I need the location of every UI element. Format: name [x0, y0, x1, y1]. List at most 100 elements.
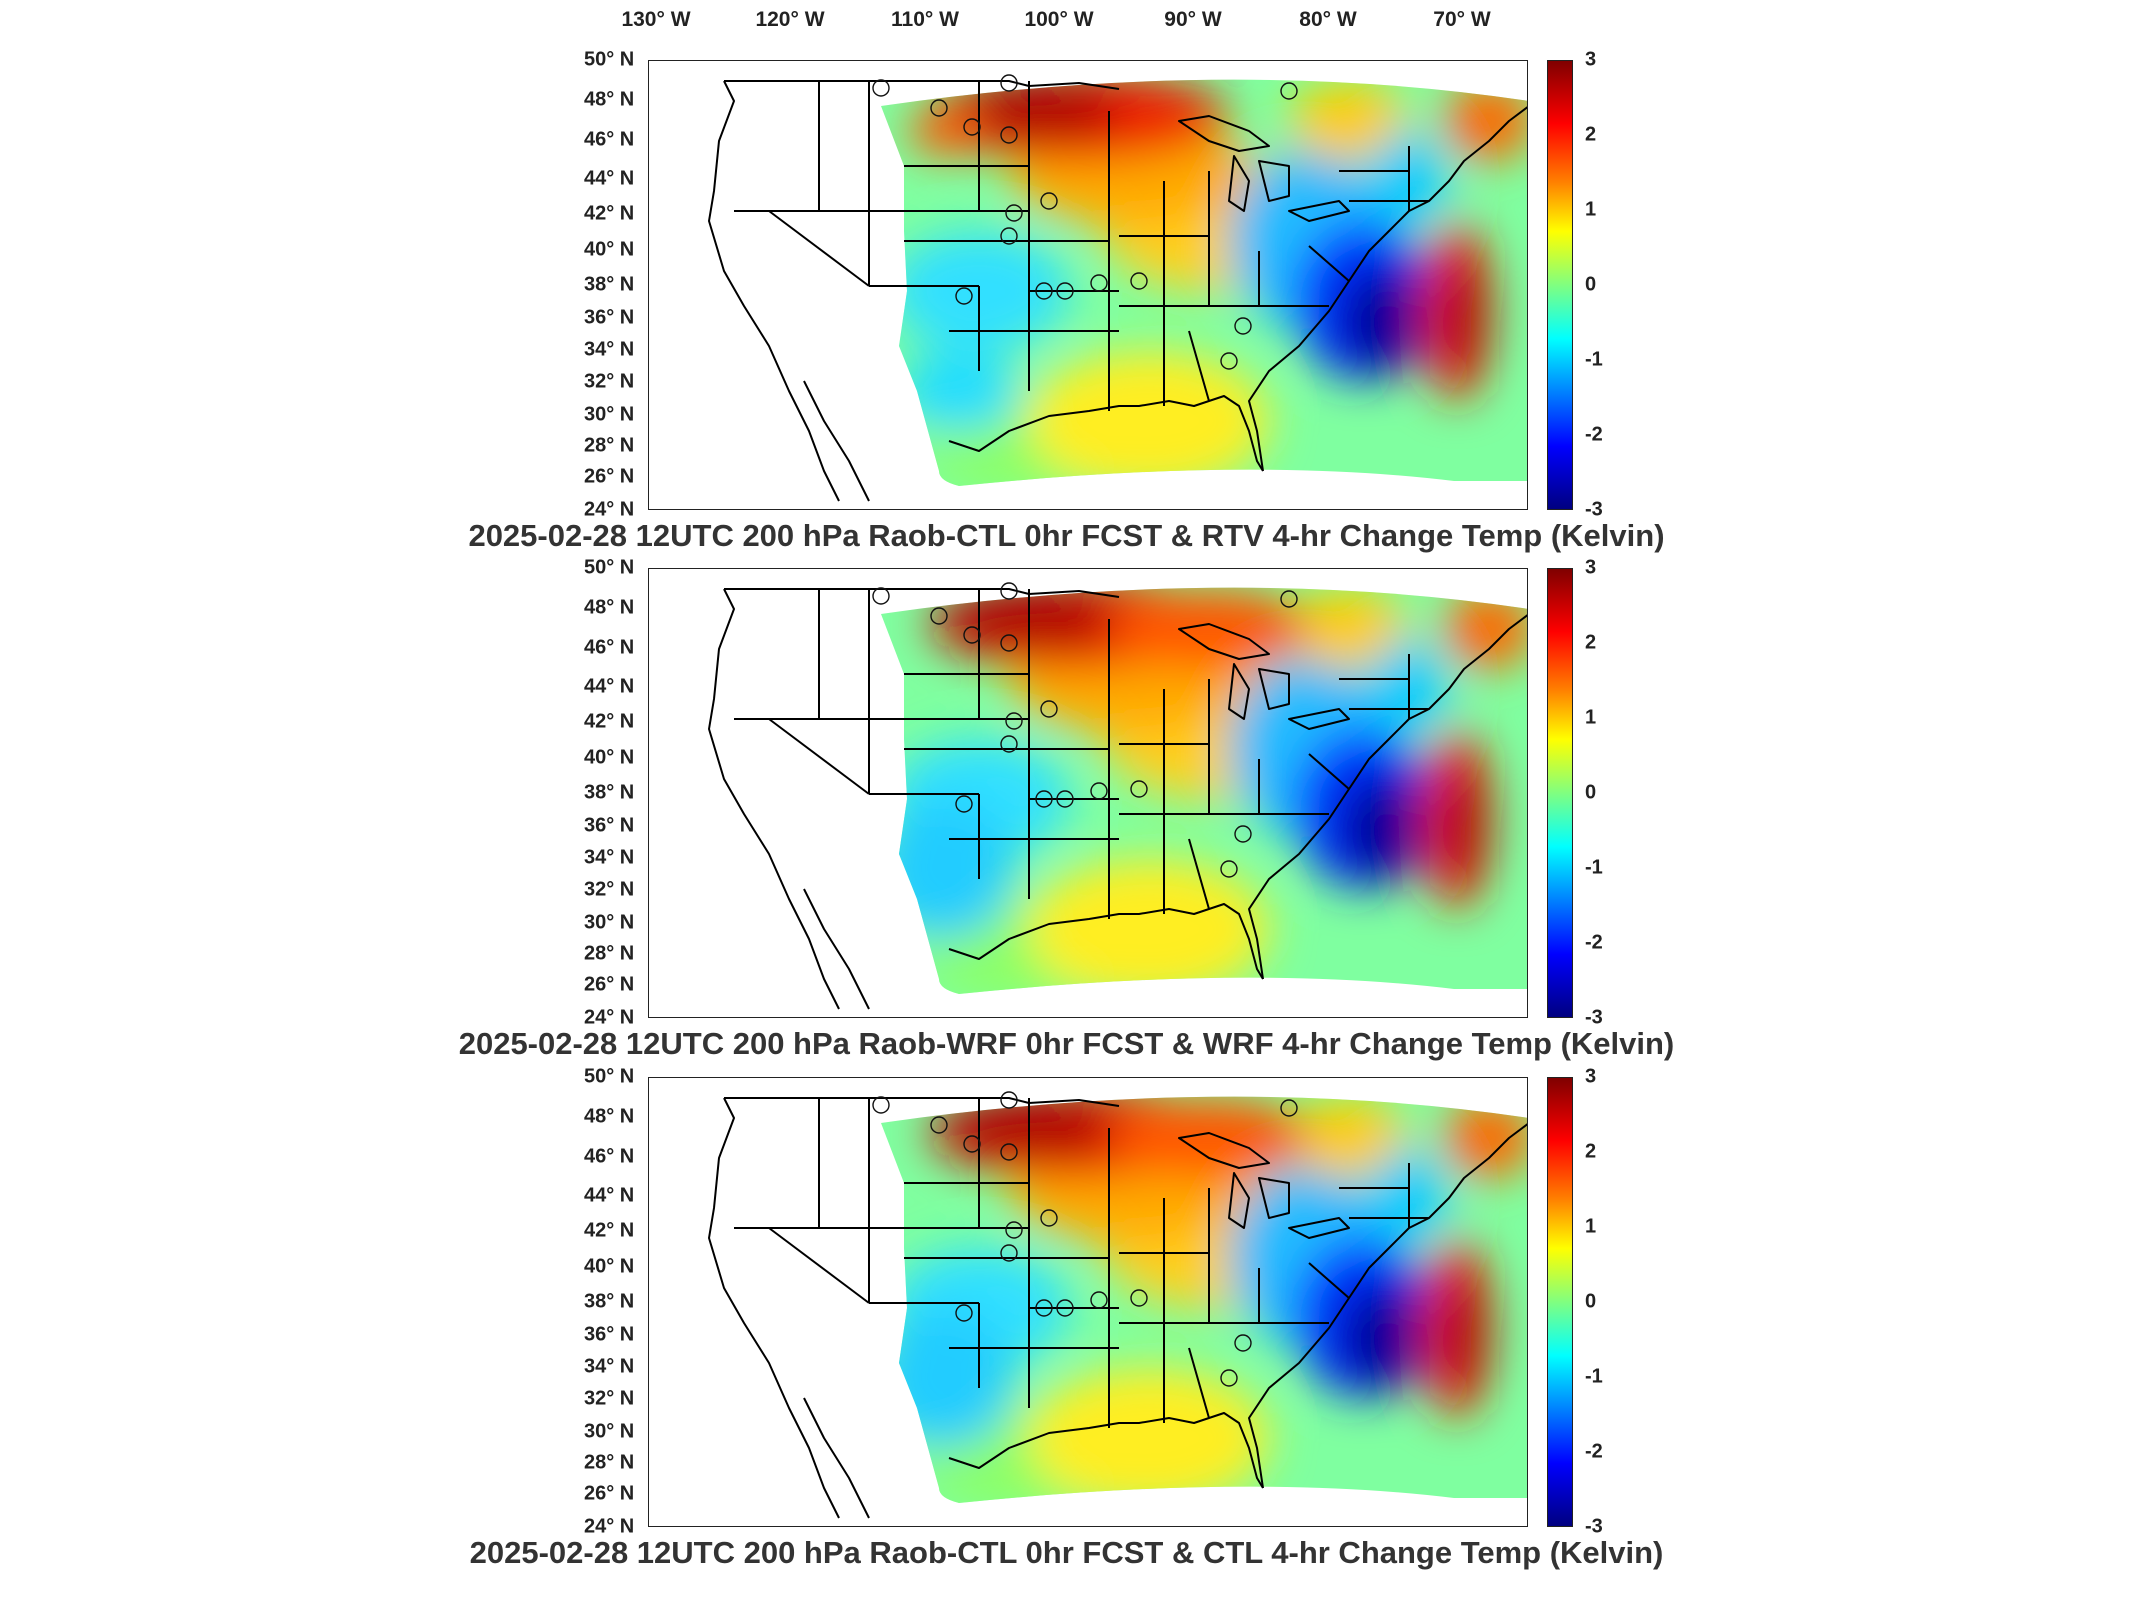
- station-marker: [963, 1135, 981, 1153]
- colorbar-tick-label: -2: [1585, 1440, 1603, 1463]
- lat-label: 24° N: [584, 498, 635, 521]
- station-marker: [955, 795, 973, 813]
- lat-label: 50° N: [584, 1065, 635, 1088]
- lon-label: 80° W: [1299, 8, 1357, 31]
- colorbar-tick-label: 3: [1585, 556, 1597, 579]
- station-marker: [930, 99, 948, 117]
- station-marker: [1005, 712, 1023, 730]
- lat-label: 46° N: [584, 1145, 635, 1168]
- station-marker: [1035, 1299, 1053, 1317]
- lat-label: 38° N: [584, 273, 635, 296]
- colorbar-tick-label: -3: [1585, 498, 1603, 521]
- station-marker: [1130, 1289, 1148, 1307]
- station-marker: [1130, 780, 1148, 798]
- station-marker: [1090, 274, 1108, 292]
- lat-label: 24° N: [584, 1515, 635, 1538]
- lat-label: 30° N: [584, 1420, 635, 1443]
- lat-label: 44° N: [584, 1184, 635, 1207]
- station-marker: [1040, 1209, 1058, 1227]
- colorbar-tick-label: 3: [1585, 1065, 1597, 1088]
- station-marker: [1000, 227, 1018, 245]
- lat-label: 36° N: [584, 1323, 635, 1346]
- station-marker: [1280, 590, 1298, 608]
- station-marker: [1000, 1091, 1018, 1109]
- colorbar: [1547, 568, 1573, 1018]
- station-marker: [1000, 582, 1018, 600]
- station-marker: [1220, 1369, 1238, 1387]
- station-marker: [1220, 860, 1238, 878]
- map-panel-1: 50° N 48° N 46° N 44° N 42° N 40° N 38° N 36° N…: [0, 49, 2133, 570]
- panel-title: 2025-02-28 12UTC 200 hPa Raob-CTL 0hr FC…: [469, 1535, 1664, 1570]
- lat-label: 38° N: [584, 1290, 635, 1313]
- map-panel-2: 50° N 48° N 46° N 44° N 42° N 40° N 38° N 36° N…: [0, 557, 2133, 1078]
- lat-label: 28° N: [584, 434, 635, 457]
- station-marker: [1005, 1221, 1023, 1239]
- lat-label: 32° N: [584, 1387, 635, 1410]
- panel-title: 2025-02-28 12UTC 200 hPa Raob-CTL 0hr FC…: [468, 518, 1665, 553]
- lon-label: 90° W: [1164, 8, 1222, 31]
- lat-label: 38° N: [584, 781, 635, 804]
- colorbar-tick-label: -1: [1585, 856, 1603, 879]
- lat-label: 30° N: [584, 403, 635, 426]
- lon-label: 100° W: [1024, 8, 1094, 31]
- longitude-axis: 130° W 120° W 110° W 100° W 90° W 80° W …: [0, 0, 2133, 40]
- map-panel-3: 50° N 48° N 46° N 44° N 42° N 40° N 38° N 36° N…: [0, 1066, 2133, 1587]
- lon-label: 120° W: [755, 8, 825, 31]
- station-marker: [1056, 282, 1074, 300]
- colorbar-tick-label: -2: [1585, 423, 1603, 446]
- station-marker: [1000, 1244, 1018, 1262]
- colorbar-tick-label: 2: [1585, 1140, 1597, 1163]
- lat-label: 44° N: [584, 167, 635, 190]
- panel-title: 2025-02-28 12UTC 200 hPa Raob-WRF 0hr FC…: [458, 1026, 1675, 1061]
- lat-label: 32° N: [584, 878, 635, 901]
- lat-label: 48° N: [584, 88, 635, 111]
- colorbar: [1547, 1077, 1573, 1527]
- colorbar-tick-label: 1: [1585, 198, 1597, 221]
- station-marker: [963, 118, 981, 136]
- lat-label: 46° N: [584, 636, 635, 659]
- station-marker: [1090, 1291, 1108, 1309]
- colorbar-tick-label: -1: [1585, 348, 1603, 371]
- station-marker: [872, 79, 890, 97]
- lat-label: 28° N: [584, 942, 635, 965]
- station-marker: [872, 587, 890, 605]
- lat-label: 26° N: [584, 1482, 635, 1505]
- lat-label: 48° N: [584, 596, 635, 619]
- lat-label: 40° N: [584, 746, 635, 769]
- colorbar-tick-label: 0: [1585, 1290, 1597, 1313]
- station-marker: [1040, 700, 1058, 718]
- station-marker: [930, 607, 948, 625]
- colorbar-tick-label: 0: [1585, 273, 1597, 296]
- colorbar-tick-label: -2: [1585, 931, 1603, 954]
- lat-label: 42° N: [584, 202, 635, 225]
- lat-label: 42° N: [584, 710, 635, 733]
- lat-label: 26° N: [584, 465, 635, 488]
- station-marker: [872, 1096, 890, 1114]
- lat-label: 36° N: [584, 306, 635, 329]
- lat-label: 26° N: [584, 973, 635, 996]
- station-marker: [930, 1116, 948, 1134]
- lat-label: 28° N: [584, 1451, 635, 1474]
- station-marker: [1280, 1099, 1298, 1117]
- station-marker: [955, 287, 973, 305]
- station-marker: [1280, 82, 1298, 100]
- station-marker: [1000, 735, 1018, 753]
- station-marker: [1040, 192, 1058, 210]
- lat-label: 40° N: [584, 1255, 635, 1278]
- colorbar-tick-label: 2: [1585, 123, 1597, 146]
- lat-label: 44° N: [584, 675, 635, 698]
- lat-label: 32° N: [584, 370, 635, 393]
- temperature-map: [648, 1077, 1528, 1527]
- lat-label: 36° N: [584, 814, 635, 837]
- colorbar-tick-label: -3: [1585, 1006, 1603, 1029]
- station-marker: [1234, 317, 1252, 335]
- lat-label: 50° N: [584, 556, 635, 579]
- colorbar-tick-label: 1: [1585, 1215, 1597, 1238]
- lon-label: 130° W: [621, 8, 691, 31]
- colorbar-tick-label: 2: [1585, 631, 1597, 654]
- colorbar-tick-label: 1: [1585, 706, 1597, 729]
- colorbar: [1547, 60, 1573, 510]
- lat-label: 34° N: [584, 338, 635, 361]
- lat-label: 42° N: [584, 1219, 635, 1242]
- lon-label: 110° W: [891, 8, 959, 31]
